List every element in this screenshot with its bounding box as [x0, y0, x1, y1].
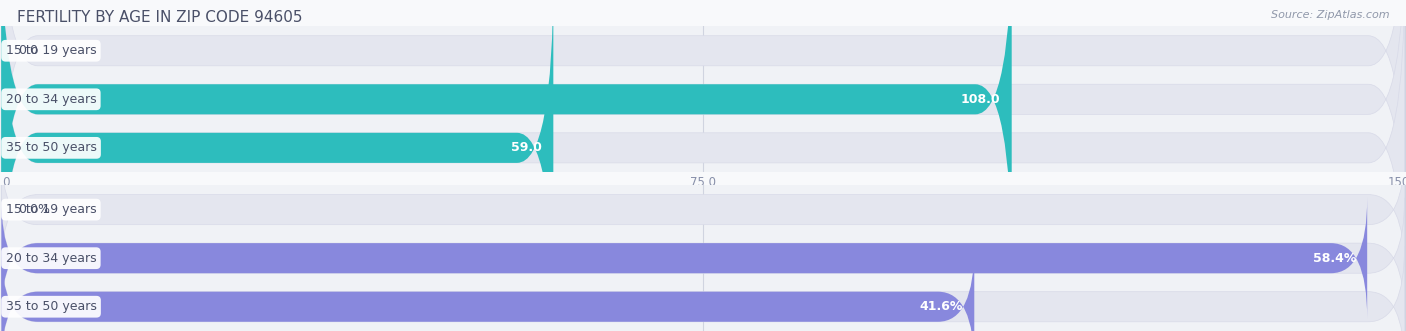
Text: 35 to 50 years: 35 to 50 years	[6, 141, 97, 154]
Text: 59.0: 59.0	[512, 141, 543, 154]
FancyBboxPatch shape	[1, 247, 1405, 331]
FancyBboxPatch shape	[1, 0, 1405, 272]
Text: 35 to 50 years: 35 to 50 years	[6, 300, 97, 313]
FancyBboxPatch shape	[1, 149, 1405, 270]
FancyBboxPatch shape	[1, 198, 1405, 318]
FancyBboxPatch shape	[1, 0, 554, 321]
Text: 15 to 19 years: 15 to 19 years	[6, 44, 96, 57]
Text: 41.6%: 41.6%	[920, 300, 963, 313]
FancyBboxPatch shape	[1, 0, 1012, 272]
Text: FERTILITY BY AGE IN ZIP CODE 94605: FERTILITY BY AGE IN ZIP CODE 94605	[17, 10, 302, 25]
Text: 15 to 19 years: 15 to 19 years	[6, 203, 96, 216]
Text: 0.0: 0.0	[18, 44, 38, 57]
Text: 58.4%: 58.4%	[1313, 252, 1355, 265]
FancyBboxPatch shape	[1, 0, 1405, 321]
FancyBboxPatch shape	[1, 247, 974, 331]
FancyBboxPatch shape	[1, 0, 1405, 224]
Text: 0.0%: 0.0%	[18, 203, 51, 216]
Text: Source: ZipAtlas.com: Source: ZipAtlas.com	[1271, 10, 1389, 20]
Text: 20 to 34 years: 20 to 34 years	[6, 252, 96, 265]
Text: 20 to 34 years: 20 to 34 years	[6, 93, 96, 106]
Text: 108.0: 108.0	[960, 93, 1001, 106]
FancyBboxPatch shape	[1, 198, 1367, 318]
